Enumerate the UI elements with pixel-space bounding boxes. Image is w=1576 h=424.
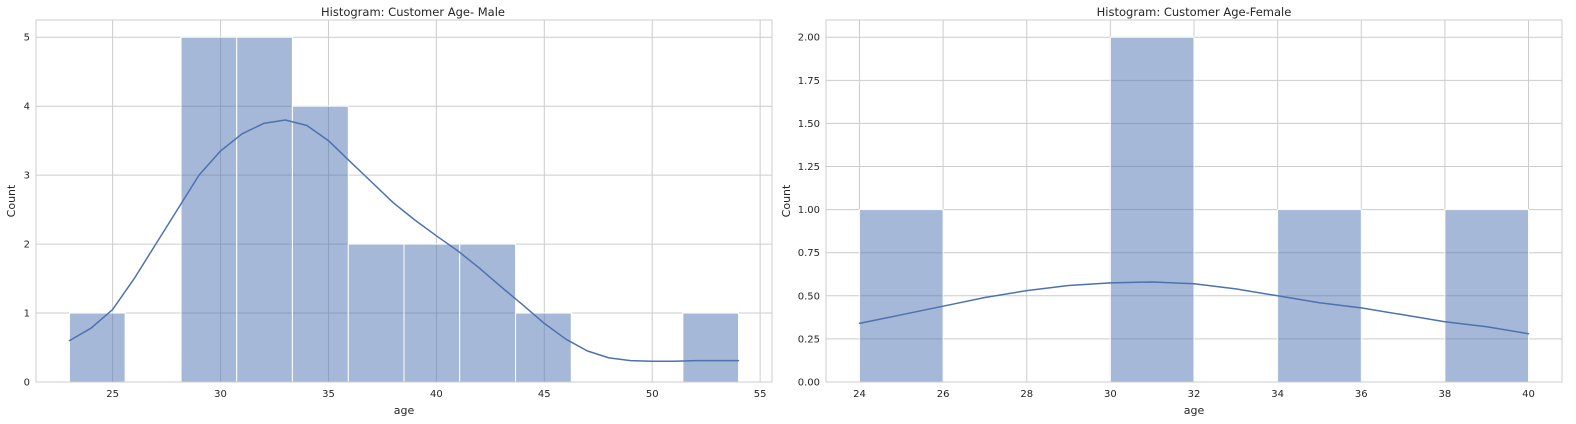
female-y-tick-label-4: 1.00 (798, 205, 820, 216)
male-y-tick-label-3: 3 (24, 171, 30, 182)
male-axes-frame (35, 19, 773, 383)
male-histogram-bar-5 (347, 243, 405, 383)
male-y-tick-label-1: 1 (24, 309, 30, 320)
female-y-tick-label-6: 1.50 (798, 119, 820, 130)
female-histogram-bar-7 (1444, 209, 1530, 383)
female-age-histogram-panel: 24 26 28 30 32 34 36 38 40 0.00 0.25 0.50 0.75 1.00 1.… (780, 5, 1563, 417)
male-histogram-bar-2 (180, 36, 238, 383)
female-x-tick-label-1: 26 (937, 389, 950, 400)
female-kde-curve (858, 281, 1530, 335)
female-y-tick-label-1: 0.25 (798, 334, 820, 345)
female-y-tick-label-0: 0.00 (798, 378, 820, 389)
male-kde-curve (68, 119, 740, 363)
male-histogram-bar-3 (236, 36, 293, 383)
female-x-tick-label-3: 30 (1104, 389, 1117, 400)
female-histogram-bar-5 (1277, 209, 1362, 383)
female-chart-title: Histogram: Customer Age-Female (1097, 5, 1292, 19)
female-x-tick-label-7: 38 (1439, 389, 1452, 400)
male-x-axis-label: age (394, 404, 415, 417)
female-histogram-bar-3 (1109, 36, 1195, 383)
male-x-tick-label-0: 25 (106, 389, 119, 400)
female-x-tick-label-0: 24 (853, 389, 866, 400)
female-y-tick-label-8: 2.00 (798, 33, 820, 44)
female-axes-frame (825, 19, 1563, 383)
female-x-axis-label: age (1184, 404, 1205, 417)
female-x-tick-label-4: 32 (1188, 389, 1201, 400)
male-y-tick-label-2: 2 (24, 240, 30, 251)
female-y-axis-label: Count (780, 184, 793, 217)
female-histogram-bar-0 (858, 209, 944, 383)
male-x-tick-label-1: 30 (214, 389, 227, 400)
male-histogram-bar-4 (291, 105, 349, 383)
male-y-axis-label: Count (5, 184, 18, 217)
male-x-tick-label-5: 50 (646, 389, 659, 400)
female-y-tick-label-7: 1.75 (798, 76, 820, 87)
male-histogram-bar-7 (459, 243, 517, 383)
male-x-tick-label-3: 40 (430, 389, 443, 400)
female-x-tick-label-5: 34 (1271, 389, 1284, 400)
female-x-tick-label-6: 36 (1355, 389, 1368, 400)
male-x-tick-label-2: 35 (322, 389, 335, 400)
male-x-tick-label-6: 55 (754, 389, 767, 400)
male-y-tick-label-5: 5 (24, 33, 30, 44)
female-y-tick-label-3: 0.75 (798, 248, 820, 259)
female-x-tick-label-2: 28 (1020, 389, 1033, 400)
male-x-tick-label-4: 45 (538, 389, 551, 400)
female-x-tick-label-8: 40 (1522, 389, 1535, 400)
female-plot-area: 24 26 28 30 32 34 36 38 40 0.00 0.25 0.50 0.75 1.00 1.… (798, 19, 1563, 400)
male-histogram-bar-11 (682, 312, 740, 383)
male-y-tick-label-0: 0 (24, 378, 30, 389)
male-chart-title: Histogram: Customer Age- Male (321, 5, 505, 19)
female-y-tick-label-5: 1.25 (798, 162, 820, 173)
male-histogram-bar-6 (403, 243, 461, 383)
male-y-tick-label-4: 4 (24, 102, 30, 113)
female-y-tick-label-2: 0.50 (798, 291, 820, 302)
